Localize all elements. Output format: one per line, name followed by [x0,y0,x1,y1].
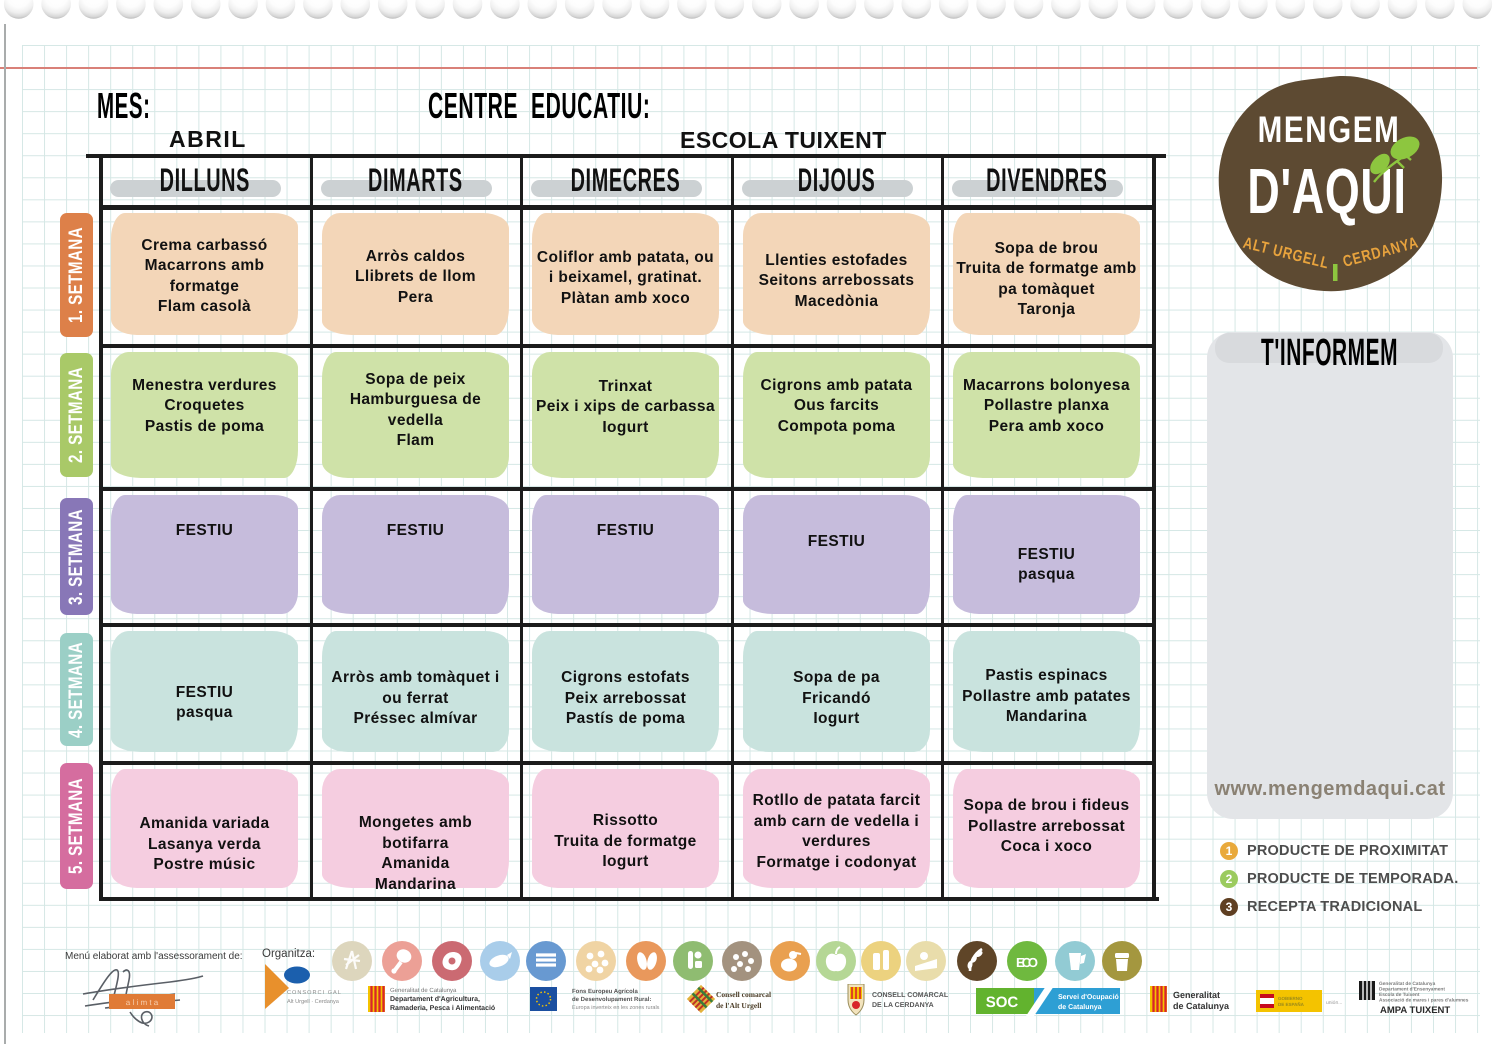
svg-text:unión...: unión... [1326,1000,1342,1006]
svg-text:Fons Europeu Agrícola: Fons Europeu Agrícola [572,988,638,995]
svg-text:DE ESPAÑA: DE ESPAÑA [1278,1002,1305,1007]
svg-text:ECO: ECO [1016,955,1038,970]
svg-text:CONSELL COMARCAL: CONSELL COMARCAL [872,992,949,999]
svg-text:Alt Urgell · Cerdanya: Alt Urgell · Cerdanya [287,998,340,1005]
svg-text:de l'Alt Urgell: de l'Alt Urgell [716,1001,761,1010]
svg-text:CONSORCI GAL: CONSORCI GAL [287,990,342,996]
svg-text:Departament d'Ensenyament: Departament d'Ensenyament [1379,987,1445,993]
svg-text:AMPA TUIXENT: AMPA TUIXENT [1380,1005,1450,1016]
svg-text:SOC: SOC [986,994,1019,1011]
svg-text:MENGEM: MENGEM [1258,109,1401,150]
svg-text:de Desenvolupament Rural:: de Desenvolupament Rural: [572,996,651,1003]
svg-text:Europa inverteix en les zones: Europa inverteix en les zones rurals [572,1005,660,1011]
svg-text:a l i m t a: a l i m t a [126,998,159,1007]
svg-text:Associació de mares i pares d': Associació de mares i pares d'alumnes [1379,998,1469,1004]
svg-text:Generalitat de Catalunya: Generalitat de Catalunya [1379,981,1436,987]
svg-text:GOBIERNO: GOBIERNO [1278,996,1303,1001]
svg-text:de Catalunya: de Catalunya [1173,1001,1230,1011]
svg-text:Generalitat de Catalunya: Generalitat de Catalunya [390,987,457,994]
svg-text:de Catalunya: de Catalunya [1058,1003,1102,1011]
svg-text:Escola de Tuixent: Escola de Tuixent [1379,992,1420,998]
svg-text:Ramaderia, Pesca i Alimentació: Ramaderia, Pesca i Alimentació [390,1004,495,1012]
svg-text:DE LA CERDANYA: DE LA CERDANYA [872,1002,934,1009]
svg-text:Generalitat: Generalitat [1173,990,1220,1000]
svg-text:Servei d'Ocupació: Servei d'Ocupació [1058,993,1119,1001]
svg-text:Departament d'Agricultura,: Departament d'Agricultura, [390,995,480,1003]
svg-text:Consell comarcal: Consell comarcal [716,990,771,999]
